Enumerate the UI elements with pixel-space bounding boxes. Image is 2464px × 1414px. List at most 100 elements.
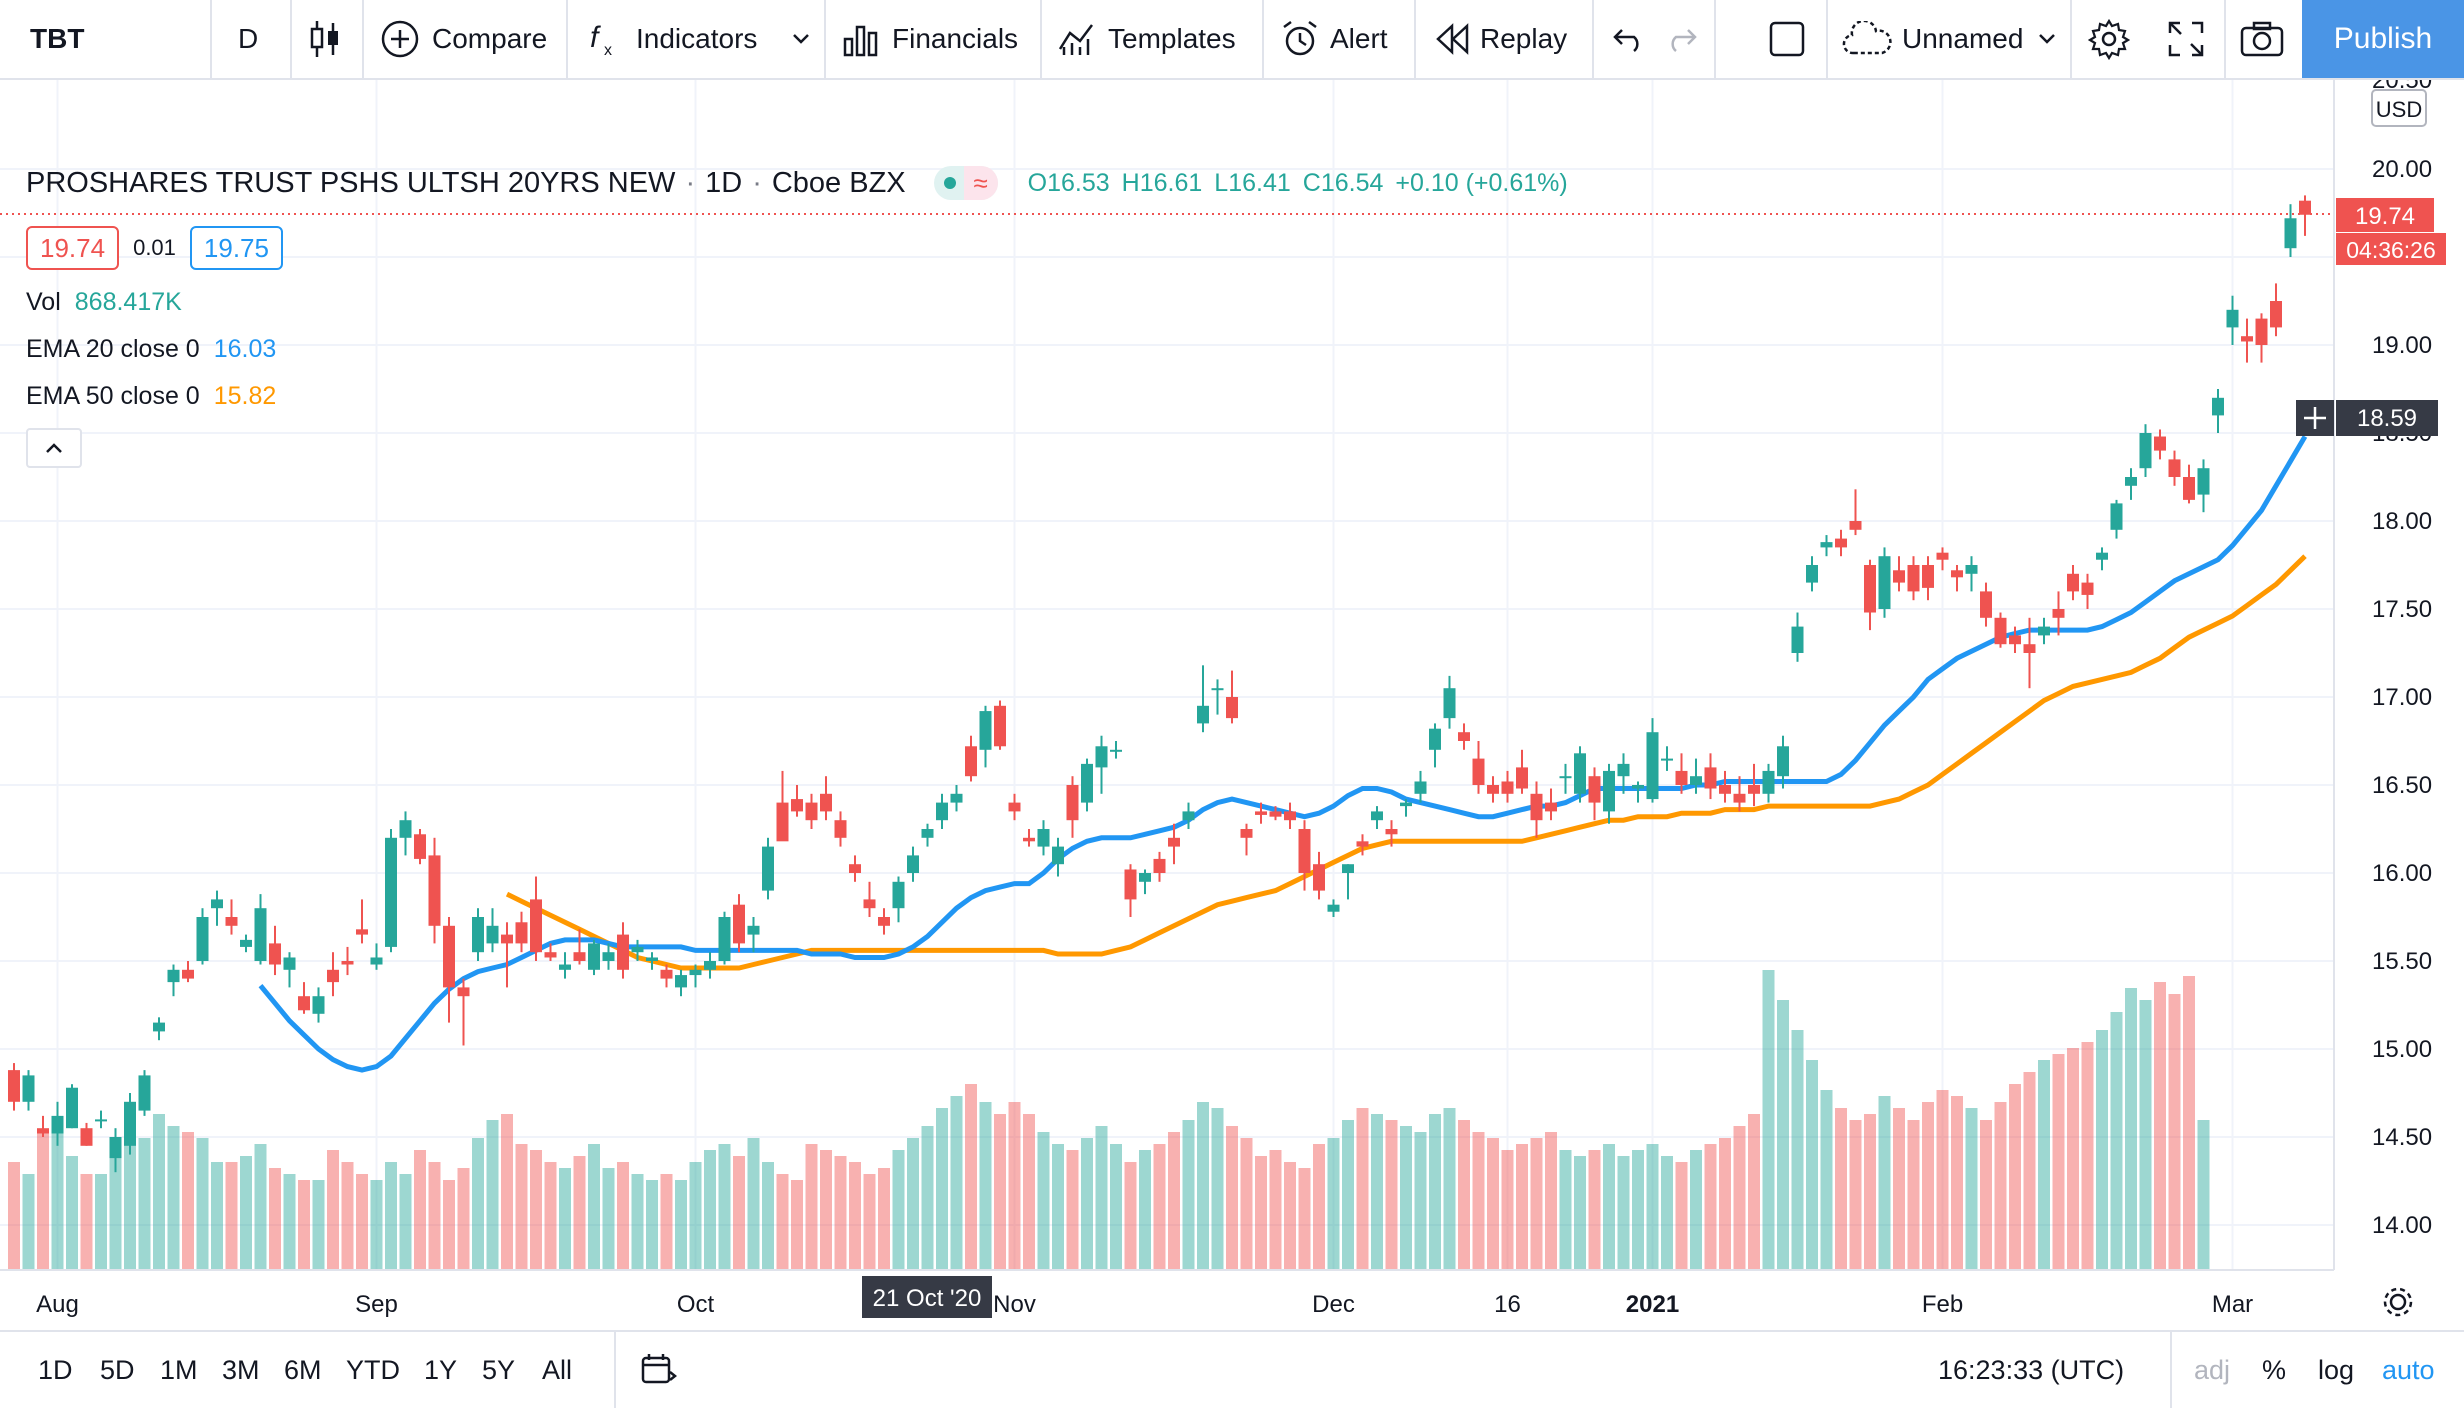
interval-button[interactable]: D bbox=[238, 0, 258, 78]
candle-body bbox=[1197, 705, 1209, 724]
candle bbox=[791, 785, 803, 817]
templates-button[interactable]: Templates bbox=[1058, 0, 1236, 78]
toolbar-divider bbox=[1592, 0, 1594, 78]
publish-button[interactable]: Publish bbox=[2302, 0, 2464, 78]
legend-volume-row[interactable]: Vol 868.417K bbox=[26, 288, 182, 317]
range-3m[interactable]: 3M bbox=[222, 1332, 260, 1408]
candle bbox=[776, 770, 789, 842]
snapshot-button[interactable] bbox=[2240, 0, 2284, 78]
candle bbox=[1023, 829, 1035, 847]
toolbar-divider bbox=[2224, 0, 2226, 78]
alert-button[interactable]: Alert bbox=[1280, 0, 1388, 78]
volume-bar bbox=[1269, 1150, 1282, 1270]
settings-button[interactable] bbox=[2088, 0, 2130, 78]
redo-icon bbox=[1671, 29, 1697, 52]
volume-bar bbox=[1081, 1138, 1093, 1270]
adj-toggle[interactable]: adj bbox=[2194, 1332, 2230, 1408]
candle-body bbox=[196, 917, 209, 961]
replay-label: Replay bbox=[1480, 23, 1568, 54]
volume-bar bbox=[2110, 1012, 2123, 1270]
volume-bar bbox=[1342, 1120, 1354, 1270]
legend-symbol-title[interactable]: PROSHARES TRUST PSHS ULTSH 20YRS NEW bbox=[26, 166, 676, 199]
volume-bar bbox=[2168, 994, 2181, 1270]
undo-button[interactable] bbox=[1612, 0, 1646, 78]
candle bbox=[2110, 499, 2123, 539]
legend-ema20-row[interactable]: EMA 20 close 0 16.03 bbox=[26, 335, 276, 364]
fullscreen-select-button[interactable] bbox=[1768, 0, 1806, 78]
volume-bar bbox=[1835, 1108, 1847, 1270]
range-5y[interactable]: 5Y bbox=[482, 1332, 515, 1408]
candle-body bbox=[1965, 565, 1978, 574]
candle-body bbox=[776, 802, 789, 842]
candle-body bbox=[1835, 538, 1847, 548]
candle-body bbox=[1240, 829, 1253, 838]
candle-body bbox=[341, 961, 354, 965]
buy-button[interactable]: 19.75 bbox=[189, 226, 283, 270]
financials-button[interactable]: Financials bbox=[842, 0, 1018, 78]
candle-body bbox=[1342, 864, 1354, 873]
clock-display[interactable]: 16:23:33 (UTC) bbox=[1938, 1332, 2124, 1408]
candle bbox=[1936, 547, 1949, 571]
range-ytd[interactable]: YTD bbox=[346, 1332, 400, 1408]
symbol-search-button[interactable]: TBT bbox=[30, 0, 84, 78]
candle bbox=[1878, 547, 1891, 618]
candle bbox=[1849, 489, 1862, 536]
volume-bar bbox=[1574, 1156, 1586, 1270]
redo-button[interactable] bbox=[1664, 0, 1698, 78]
percent-toggle[interactable]: % bbox=[2262, 1332, 2286, 1408]
legend-collapse-button[interactable] bbox=[26, 428, 82, 468]
range-6m[interactable]: 6M bbox=[284, 1332, 322, 1408]
volume-bar bbox=[1806, 1060, 1818, 1270]
candle-body bbox=[399, 820, 412, 838]
range-1y[interactable]: 1Y bbox=[424, 1332, 457, 1408]
volume-bar bbox=[211, 1162, 223, 1270]
candle bbox=[1733, 776, 1746, 812]
indicators-dropdown[interactable] bbox=[790, 0, 812, 78]
price-tick-label: 18.00 bbox=[2372, 508, 2432, 535]
volume-bar bbox=[51, 1126, 64, 1270]
range-1m[interactable]: 1M bbox=[160, 1332, 198, 1408]
legend-ema50-row[interactable]: EMA 50 close 0 15.82 bbox=[26, 382, 276, 411]
range-all[interactable]: All bbox=[542, 1332, 572, 1408]
goto-date-button[interactable] bbox=[640, 1332, 678, 1408]
volume-bar bbox=[269, 1168, 281, 1270]
candle bbox=[1385, 820, 1398, 847]
candle-body bbox=[2183, 477, 2195, 500]
candle bbox=[515, 911, 528, 953]
candle-body bbox=[1936, 552, 1949, 560]
sell-button[interactable]: 19.74 bbox=[26, 226, 120, 270]
replay-button[interactable]: Replay bbox=[1436, 0, 1567, 78]
candle-body bbox=[8, 1070, 20, 1102]
candle bbox=[370, 943, 383, 970]
log-toggle[interactable]: log bbox=[2318, 1332, 2354, 1408]
volume-bar bbox=[1617, 1156, 1630, 1270]
volume-bar bbox=[1124, 1162, 1137, 1270]
range-label: 1M bbox=[160, 1354, 198, 1385]
chart-type-button[interactable] bbox=[308, 0, 342, 78]
candle bbox=[573, 929, 586, 965]
compare-button[interactable]: Compare bbox=[380, 0, 547, 78]
fullscreen-button[interactable] bbox=[2168, 0, 2204, 78]
layout-name-button[interactable]: Unnamed bbox=[1842, 0, 2023, 78]
volume-bar bbox=[1994, 1102, 2007, 1270]
candle-body bbox=[1255, 811, 1267, 815]
candle bbox=[1443, 675, 1456, 729]
range-1d[interactable]: 1D bbox=[38, 1332, 73, 1408]
price-chart[interactable]: 14.00 14.50 15.00 15.50 16.00 16.50 17.00 17.50… bbox=[0, 67, 2464, 1330]
candle bbox=[501, 922, 513, 988]
candle-body bbox=[66, 1087, 78, 1129]
volume-bar bbox=[515, 1144, 528, 1270]
volume-bar bbox=[414, 1150, 426, 1270]
toolbar-divider bbox=[1040, 0, 1042, 78]
auto-toggle[interactable]: auto bbox=[2382, 1332, 2435, 1408]
toolbar-divider bbox=[362, 0, 364, 78]
chart-pane[interactable]: 14.00 14.50 15.00 15.50 16.00 16.50 17.00 17.50… bbox=[0, 67, 2464, 1330]
candle bbox=[2096, 547, 2108, 571]
candle bbox=[1066, 776, 1079, 838]
ema20-label: EMA 20 close 0 bbox=[26, 335, 200, 363]
range-5d[interactable]: 5D bbox=[100, 1332, 135, 1408]
legend-status-pill[interactable]: ≈ bbox=[933, 166, 998, 200]
candle bbox=[1342, 864, 1354, 900]
layout-dropdown[interactable] bbox=[2036, 0, 2058, 78]
